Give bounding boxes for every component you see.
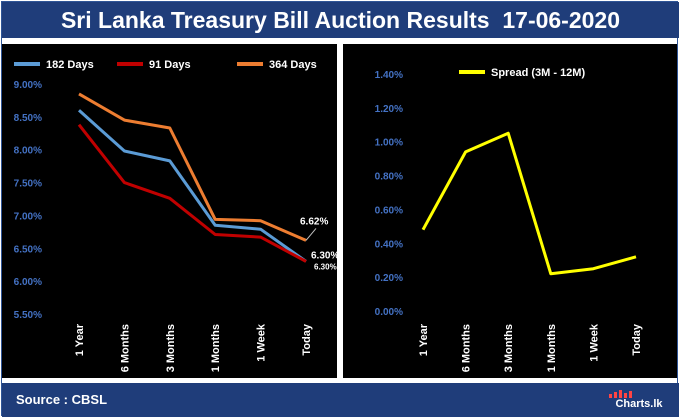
right-chart-panel: 1.40% 1.20% 1.00% 0.80% 0.60% 0.40% 0.20% 0.00%… — [343, 44, 677, 378]
x-category-label: 1 Months — [546, 324, 558, 372]
annotation-leader-line — [305, 228, 317, 241]
y-tick-label: 0.80% — [375, 172, 403, 183]
y-tick-label: 0.40% — [375, 239, 403, 250]
y-tick-label: 9.00% — [14, 80, 42, 91]
x-category-label: 3 Months — [503, 324, 515, 372]
chart-title: Sri Lanka Treasury Bill Auction Results … — [60, 7, 621, 33]
series-line-182-days — [77, 109, 307, 263]
annotation-364-days: 6.62% — [300, 216, 328, 227]
left-chart-panel: 9.00% 8.50% 8.00% 7.50% 7.00% 6.50% 6.00% 5.50%… — [2, 44, 340, 378]
x-category-label: Today — [631, 323, 643, 355]
spread-line-chart: 1.40% 1.20% 1.00% 0.80% 0.60% 0.40% 0.20% 0.00%… — [375, 67, 643, 372]
y-tick-label: 0.00% — [375, 307, 403, 318]
y-tick-label: 0.20% — [375, 273, 403, 284]
series-line-spread-3m-12m- — [421, 131, 637, 276]
legend-label: Spread (3M - 12M) — [491, 67, 585, 79]
x-category-label: Today — [301, 323, 313, 355]
y-tick-label: 1.20% — [375, 104, 403, 115]
x-category-label: 1 Week — [588, 323, 600, 362]
legend-label: 91 Days — [149, 59, 191, 71]
y-tick-label: 0.60% — [375, 205, 403, 216]
series-line-91-days — [77, 123, 307, 263]
y-tick-label: 8.50% — [14, 113, 42, 124]
y-tick-label: 8.00% — [14, 146, 42, 157]
source-bar: Source : CBSL — [2, 383, 679, 417]
x-category-label: 1 Week — [256, 323, 268, 362]
rates-line-chart: 9.00% 8.50% 8.00% 7.50% 7.00% 6.50% 6.00% 5.50%… — [14, 59, 340, 372]
y-tick-label: 5.50% — [14, 310, 42, 321]
y-tick-label: 7.50% — [14, 179, 42, 190]
logo-bars-icon — [609, 390, 632, 398]
annotation-182-days: 6.30% — [311, 250, 337, 261]
charts-lk-logo: Charts.lk — [603, 390, 675, 414]
y-tick-label: 6.50% — [14, 244, 42, 255]
title-bar: Sri Lanka Treasury Bill Auction Results … — [2, 2, 679, 38]
y-tick-label: 1.40% — [375, 70, 403, 81]
x-category-label: 3 Months — [165, 324, 177, 372]
source-label: Source : CBSL — [16, 392, 108, 407]
legend-label: 364 Days — [269, 59, 317, 71]
x-category-label: 6 Months — [461, 324, 473, 372]
x-category-label: 1 Year — [74, 323, 86, 356]
logo-text: Charts.lk — [615, 398, 663, 410]
x-category-label: 6 Months — [119, 324, 131, 372]
y-tick-label: 6.00% — [14, 277, 42, 288]
series-line-364-days — [78, 92, 307, 242]
x-category-label: 1 Months — [210, 324, 222, 372]
y-tick-label: 1.00% — [375, 138, 403, 149]
x-category-label: 1 Year — [418, 323, 430, 356]
annotation-91-days: 6.30% — [314, 262, 337, 271]
y-tick-label: 7.00% — [14, 211, 42, 222]
legend-label: 182 Days — [46, 59, 94, 71]
